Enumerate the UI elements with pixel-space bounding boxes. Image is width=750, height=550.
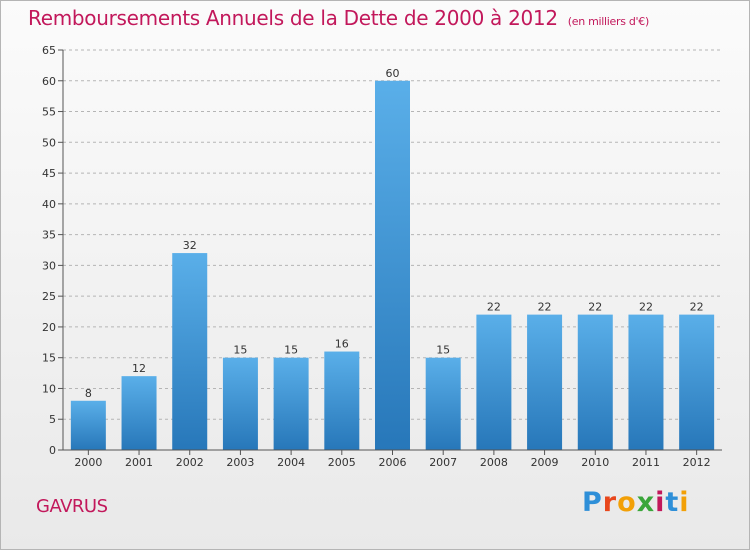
x-tick-label: 2011 bbox=[632, 456, 660, 469]
data-label: 22 bbox=[538, 301, 552, 314]
data-label: 15 bbox=[233, 344, 247, 357]
data-label: 12 bbox=[132, 362, 146, 375]
y-tick-label: 35 bbox=[42, 229, 56, 242]
y-tick-label: 15 bbox=[42, 352, 56, 365]
x-tick-label: 2009 bbox=[531, 456, 559, 469]
bar bbox=[172, 253, 208, 450]
unit-label: (en milliers d'€) bbox=[567, 15, 649, 28]
chart-title: Remboursements Annuels de la Dette de 20… bbox=[28, 6, 649, 30]
title-text: Remboursements Annuels de la Dette de 20… bbox=[28, 6, 558, 30]
bar bbox=[121, 376, 157, 450]
data-label: 15 bbox=[284, 344, 298, 357]
proxiti-logo[interactable]: Proxiti bbox=[582, 487, 690, 518]
x-tick-label: 2001 bbox=[125, 456, 153, 469]
x-tick-label: 2010 bbox=[581, 456, 609, 469]
logo-letter: o bbox=[617, 487, 637, 518]
x-tick-label: 2008 bbox=[480, 456, 508, 469]
x-tick-label: 2007 bbox=[429, 456, 457, 469]
x-tick-label: 2005 bbox=[328, 456, 356, 469]
bar bbox=[70, 400, 106, 450]
data-label: 15 bbox=[436, 344, 450, 357]
logo-letter: i bbox=[655, 487, 666, 518]
logo-letter: r bbox=[602, 487, 618, 518]
x-tick-label: 2004 bbox=[277, 456, 305, 469]
y-tick-label: 60 bbox=[42, 75, 56, 88]
city-name: GAVRUS bbox=[36, 496, 108, 517]
data-label: 8 bbox=[85, 387, 92, 400]
bar bbox=[527, 314, 563, 450]
y-tick-label: 25 bbox=[42, 290, 56, 303]
y-tick-label: 30 bbox=[42, 259, 56, 272]
bar bbox=[273, 357, 309, 450]
logo-letter: t bbox=[665, 487, 680, 518]
data-label: 32 bbox=[183, 239, 197, 252]
bar bbox=[679, 314, 715, 450]
y-tick-label: 50 bbox=[42, 136, 56, 149]
y-tick-label: 5 bbox=[49, 413, 56, 426]
x-tick-label: 2012 bbox=[683, 456, 711, 469]
y-tick-label: 45 bbox=[42, 167, 56, 180]
data-label: 22 bbox=[690, 301, 704, 314]
y-tick-label: 20 bbox=[42, 321, 56, 334]
data-label: 60 bbox=[386, 67, 400, 80]
logo-letter: P bbox=[582, 487, 603, 518]
bar bbox=[222, 357, 258, 450]
bar bbox=[476, 314, 512, 450]
logo-letter: x bbox=[636, 487, 656, 518]
data-label: 22 bbox=[639, 301, 653, 314]
bar bbox=[375, 80, 410, 451]
bar bbox=[324, 351, 360, 450]
x-tick-label: 2003 bbox=[226, 456, 254, 469]
y-tick-label: 65 bbox=[42, 44, 56, 57]
y-tick-label: 0 bbox=[49, 444, 56, 457]
x-tick-label: 2006 bbox=[379, 456, 407, 469]
bar bbox=[425, 357, 461, 450]
logo-letter: i bbox=[679, 487, 690, 518]
data-label: 16 bbox=[335, 338, 349, 351]
data-label: 22 bbox=[588, 301, 602, 314]
y-tick-label: 55 bbox=[42, 106, 56, 119]
y-tick-label: 10 bbox=[42, 382, 56, 395]
data-label: 22 bbox=[487, 301, 501, 314]
bar bbox=[628, 314, 664, 450]
x-tick-label: 2000 bbox=[74, 456, 102, 469]
x-tick-label: 2002 bbox=[176, 456, 204, 469]
bar bbox=[577, 314, 613, 450]
y-tick-label: 40 bbox=[42, 198, 56, 211]
